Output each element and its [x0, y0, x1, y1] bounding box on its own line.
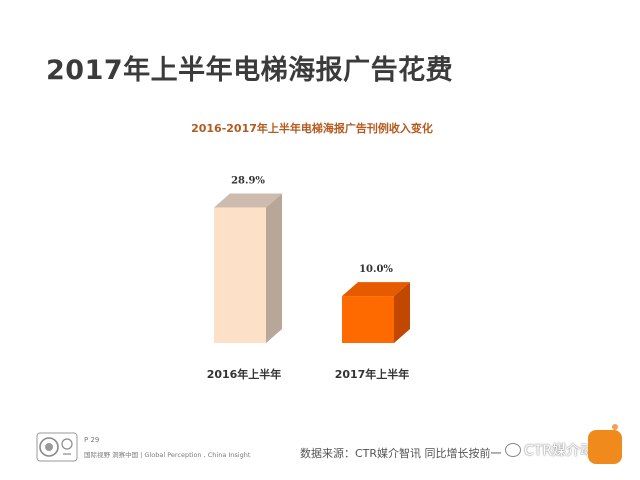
wechat-watermark: CTR媒介动量: [505, 440, 608, 460]
logo-dot-icon: [612, 424, 618, 430]
bar-2-front: [342, 296, 394, 343]
value-label-1: 28.9%: [231, 175, 265, 186]
data-source-note: 数据来源：CTR媒介智讯 同比增长按前一: [300, 447, 502, 460]
bar-1-top: [214, 193, 282, 208]
category-label-2: 2017年上半年: [335, 367, 410, 381]
page-number: P 29: [84, 436, 100, 444]
footer-branding: P 29 国际视野 洞察中国 | Global Perception , Chi…: [36, 432, 276, 472]
chart-title: 2016-2017年上半年电梯海报广告刊例收入变化: [191, 121, 433, 135]
footer-tagline: 国际视野 洞察中国 | Global Perception , China In…: [84, 451, 251, 459]
bar-2-side: [394, 282, 410, 343]
bar-1-side: [266, 193, 282, 343]
bars-group: [214, 193, 410, 343]
bar-2-top: [342, 282, 410, 297]
bar-1-front: [214, 207, 266, 343]
ctr-logo-icon: [588, 430, 622, 464]
value-labels-group: 28.9% 10.0%: [231, 175, 393, 275]
wechat-icon: [505, 443, 521, 457]
category-labels-group: 2016年上半年 2017年上半年: [207, 367, 410, 381]
bar-2: [342, 282, 410, 343]
watermark-text: CTR媒介动量: [524, 443, 609, 459]
bar-1: [214, 193, 282, 343]
value-label-2: 10.0%: [359, 264, 393, 275]
certification-seal-icon: [36, 432, 78, 462]
page-title: 2017年上半年电梯海报广告花费: [46, 55, 454, 86]
category-label-1: 2016年上半年: [207, 367, 282, 381]
